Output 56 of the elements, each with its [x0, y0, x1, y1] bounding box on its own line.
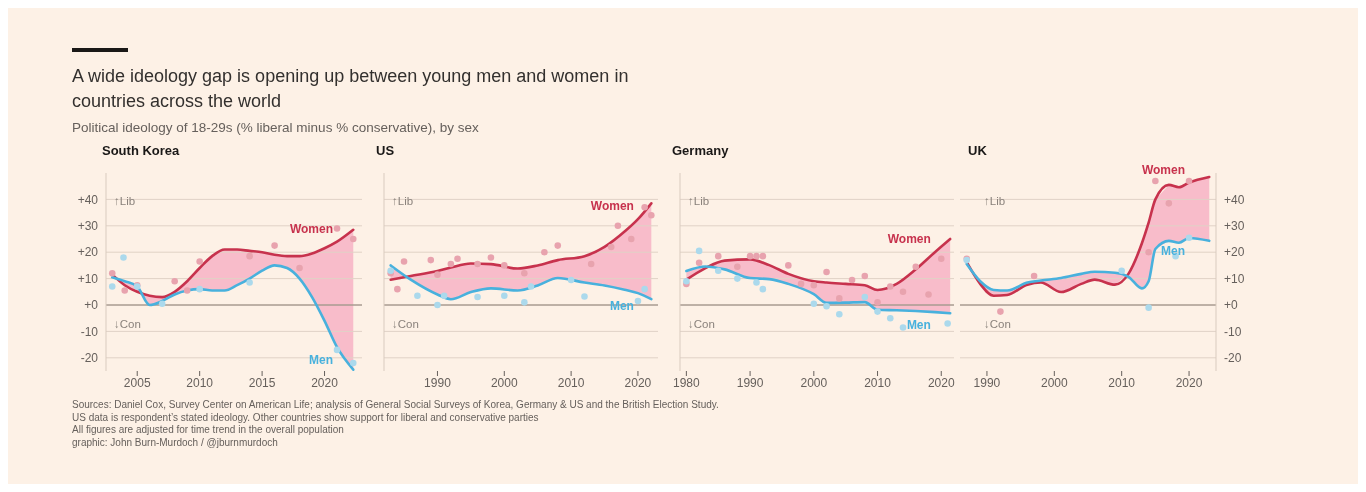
x-tick-label: 2000	[490, 375, 518, 390]
y-tick-label: +10	[77, 271, 99, 286]
chart-title: South Korea	[102, 143, 181, 160]
x-tick-label: 2010	[557, 375, 585, 390]
y-tick-label: -10	[80, 324, 99, 339]
x-tick-label: 2020	[1175, 375, 1203, 390]
y2-tick-label: -10	[1224, 324, 1242, 339]
annotation: ↑Lib	[688, 195, 710, 207]
series-label: Men	[906, 318, 931, 333]
annotation: ↑Lib	[114, 195, 136, 207]
x-tick-label: 1990	[973, 375, 1001, 390]
text: All figures are adjusted for time trend in the overall population	[72, 424, 345, 437]
y2-tick-label: -20	[1224, 351, 1242, 366]
y-tick-label: +20	[77, 245, 99, 260]
annotation: ↑Lib	[984, 195, 1006, 207]
annotation: ↓Con	[392, 318, 419, 330]
series-label: Women	[590, 199, 634, 214]
annotation: ↓Con	[688, 318, 715, 330]
y-tick-label: +40	[77, 192, 99, 207]
x-tick-label: 1980	[673, 375, 701, 390]
x-tick-label: 2015	[248, 375, 276, 390]
chart-title: Germany	[672, 143, 730, 160]
y-tick-label: +0	[84, 298, 99, 313]
y-tick-label: -20	[80, 351, 99, 366]
series-label: Men	[609, 299, 634, 314]
text: A wide ideology gap is opening up between young men and women in countries across the world	[72, 65, 630, 113]
chart-title: UK	[968, 143, 988, 160]
x-tick-label: 2000	[800, 375, 828, 390]
x-tick-label: 2000	[1040, 375, 1068, 390]
x-tick-label: 2005	[123, 375, 151, 390]
y2-tick-label: +20	[1224, 245, 1245, 260]
y2-tick-label: +0	[1224, 298, 1239, 313]
x-tick-label: 2020	[624, 375, 652, 390]
series-label: Women	[887, 232, 931, 247]
text: graphic: John Burn-Murdoch / @jburnmurdoch	[72, 436, 279, 449]
x-tick-label: 2020	[311, 375, 339, 390]
x-tick-label: 2010	[186, 375, 214, 390]
series-label: Women	[1141, 162, 1186, 177]
chart-title: US	[376, 143, 396, 160]
text: Political ideology of 18-29s (% liberal minus % conservative), by sex	[72, 120, 480, 135]
x-tick-label: 1990	[736, 375, 764, 390]
y2-tick-label: +10	[1224, 271, 1245, 286]
source-note: Sources: Daniel Cox, Survey Center on American Life; analysis of General Social Surveys of Korea, Germany & US and the British Election Study. US data is respondent’s stated ideology. Other countries show support for liberal and conservative parties	[72, 399, 720, 424]
x-tick-label: 2010	[864, 375, 892, 390]
y-tick-label: +30	[77, 219, 99, 234]
annotation: ↓Con	[114, 318, 141, 330]
series-label: Men	[1161, 243, 1186, 258]
annotation: ↓Con	[984, 318, 1011, 330]
y2-tick-label: +40	[1224, 192, 1245, 207]
x-tick-label: 2020	[927, 375, 955, 390]
y2-tick-label: +30	[1224, 219, 1245, 234]
x-tick-label: 1990	[424, 375, 452, 390]
series-label: Women	[289, 221, 334, 236]
x-tick-label: 2010	[1108, 375, 1136, 390]
series-label: Men	[309, 353, 334, 368]
annotation: ↑Lib	[392, 195, 414, 207]
